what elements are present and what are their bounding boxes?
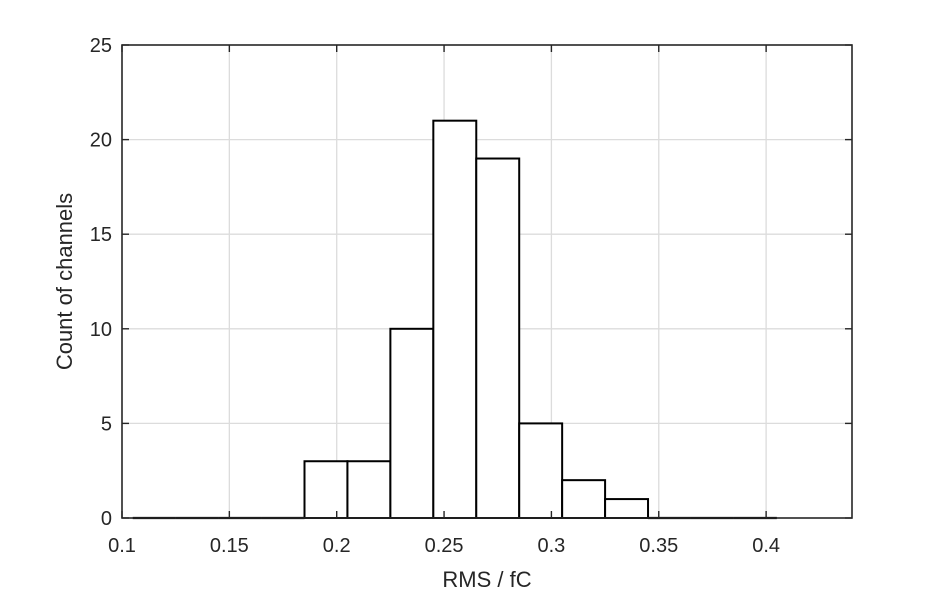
y-tick-label: 10 [90, 319, 112, 341]
histogram-bar [604, 498, 650, 519]
histogram-bar [518, 422, 564, 519]
histogram-bar [561, 479, 607, 520]
x-tick-label: 0.25 [425, 535, 464, 557]
y-tick-label: 0 [101, 508, 112, 530]
x-tick-label: 0.3 [538, 535, 566, 557]
histogram-bar [389, 327, 435, 519]
histogram-bar [303, 460, 349, 519]
histogram-bar [475, 157, 521, 520]
y-tick-label: 15 [90, 224, 112, 246]
y-axis-label: Count of channels [52, 193, 77, 370]
x-tick-label: 0.4 [752, 535, 780, 557]
y-tick-label: 20 [90, 130, 112, 152]
histogram-bar [432, 119, 478, 520]
histogram-bar [346, 460, 392, 519]
axes-frame [121, 44, 853, 519]
x-axis-label: RMS / fC [442, 567, 531, 592]
x-tick-label: 0.2 [323, 535, 351, 557]
x-tick-label: 0.1 [108, 535, 136, 557]
axes-layer: 0.1 0.15 0.2 0.25 0.3 0.35 0.4 0 5 10 15 20 25 [90, 35, 853, 557]
y-tick-label: 5 [101, 413, 112, 435]
x-tick-label: 0.35 [639, 535, 678, 557]
x-tick-label: 0.15 [210, 535, 249, 557]
y-tick-label: 25 [90, 35, 112, 57]
